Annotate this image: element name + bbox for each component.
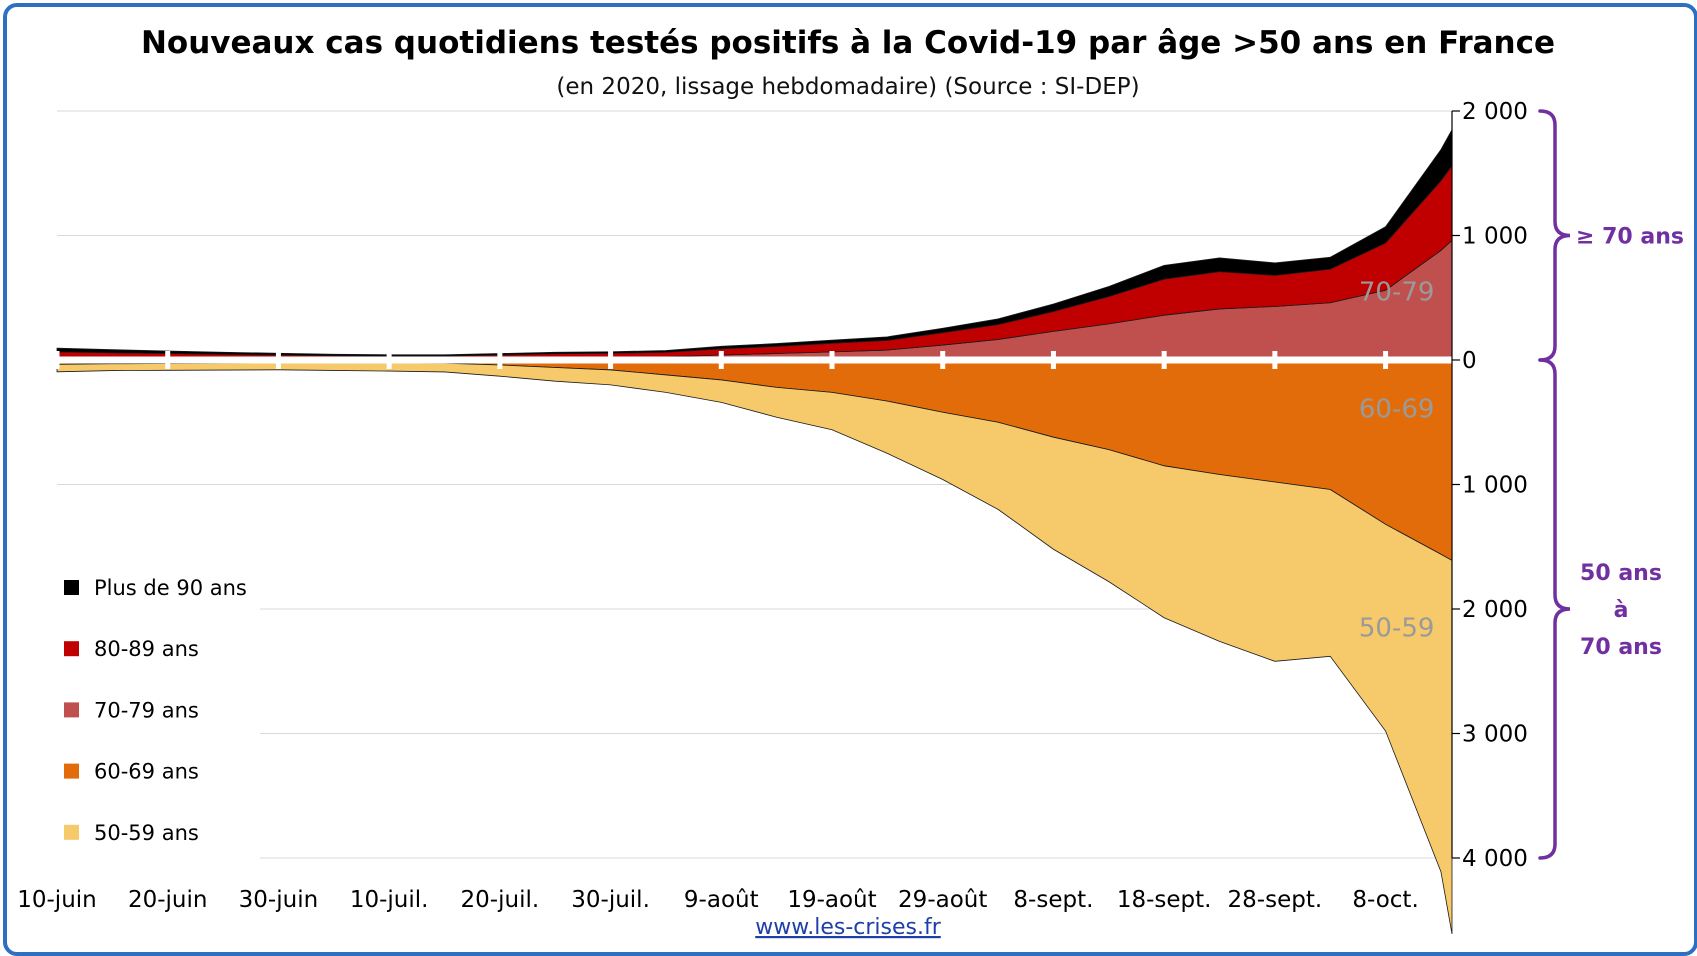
legend-swatch-a60_69 <box>64 763 79 779</box>
x-tick-label: 30-juil. <box>571 887 650 913</box>
chart-subtitle: (en 2020, lissage hebdomadaire) (Source … <box>556 74 1139 100</box>
x-tick-label: 8-sept. <box>1013 887 1093 913</box>
y-tick-label: 1 000 <box>1462 473 1528 499</box>
y-axis: 2 000 1 000 0 1 000 2 000 3 000 4 000 <box>1451 99 1528 872</box>
legend-swatch-a50_59 <box>64 824 79 840</box>
group-label: 70 ans <box>1580 635 1662 660</box>
zero-axis <box>54 351 1452 369</box>
x-tick-label: 20-juin <box>128 887 208 913</box>
y-tick-label: 3 000 <box>1462 722 1528 748</box>
y-tick-label: 2 000 <box>1462 597 1528 623</box>
group-label: 50 ans <box>1580 561 1662 586</box>
area-labels: 70-79 60-69 50-59 <box>1359 278 1435 644</box>
legend: Plus de 90 ans 80-89 ans 70-79 ans 60-69 an… <box>54 564 260 870</box>
legend-label-a50_59: 50-59 ans <box>94 821 199 845</box>
x-tick-label: 10-juil. <box>350 887 429 913</box>
area-label-a60_69: 60-69 <box>1359 395 1435 425</box>
chart-title: Nouveaux cas quotidiens testés positifs … <box>141 25 1555 61</box>
legend-swatch-plus90 <box>64 580 79 595</box>
group-bracket <box>1538 109 1571 362</box>
legend-label-a80_89: 80-89 ans <box>94 637 199 661</box>
stacked-areas <box>56 128 1453 935</box>
x-tick-label: 20-juil. <box>461 887 540 913</box>
group-label: à <box>1614 598 1629 623</box>
x-tick-label: 9-août <box>684 887 759 913</box>
legend-label-a70_79: 70-79 ans <box>94 698 199 722</box>
x-tick-label: 30-juin <box>239 887 319 913</box>
age-group-brackets: ≥ 70 ans 50 ans à 70 ans <box>1538 109 1684 860</box>
x-tick-label: 29-août <box>898 887 987 913</box>
legend-label-a60_69: 60-69 ans <box>94 760 199 784</box>
y-tick-label: 1 000 <box>1462 224 1528 250</box>
x-tick-label: 28-sept. <box>1228 887 1323 913</box>
x-tick-label: 18-sept. <box>1117 887 1212 913</box>
y-tick-label: 2 000 <box>1462 99 1528 125</box>
x-axis: 10-juin 20-juin 30-juin 10-juil. 20-juil. 30-… <box>17 887 1419 913</box>
x-tick-label: 19-août <box>787 887 876 913</box>
source-link[interactable]: www.les-crises.fr <box>755 915 941 940</box>
y-tick-label: 4 000 <box>1462 846 1528 872</box>
legend-swatch-a80_89 <box>64 641 79 657</box>
group-label: ≥ 70 ans <box>1576 225 1684 250</box>
x-tick-label: 8-oct. <box>1352 887 1418 913</box>
gridlines <box>57 110 1452 859</box>
x-tick-label: 10-juin <box>17 887 97 913</box>
legend-swatch-a70_79 <box>64 702 79 718</box>
group-bracket <box>1538 358 1571 860</box>
legend-label-plus90: Plus de 90 ans <box>94 576 247 600</box>
y-tick-label: 0 <box>1462 348 1477 374</box>
area-label-a50_59: 50-59 <box>1359 614 1435 644</box>
legend-box <box>54 564 260 870</box>
area-label-a70_79: 70-79 <box>1359 278 1435 308</box>
